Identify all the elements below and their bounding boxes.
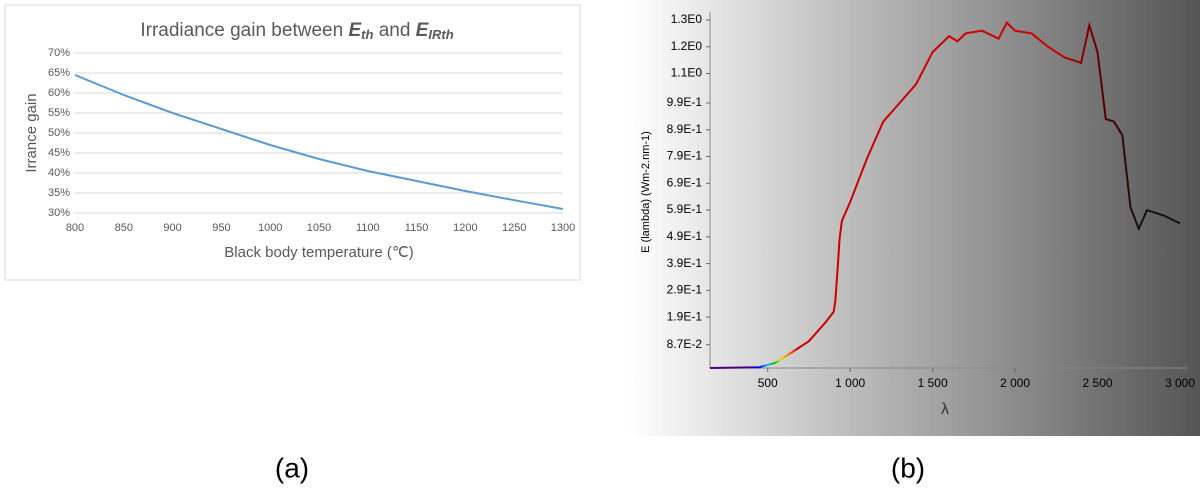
y-tick-label: 1.2E0: [671, 39, 703, 53]
x-tick-label: 1050: [307, 222, 331, 234]
x-tick-label: 1100: [356, 222, 380, 234]
x-tick-label: 2 000: [1000, 376, 1030, 390]
y-tick-label: 40%: [48, 167, 70, 179]
title-text: Irradiance gain between: [140, 20, 343, 41]
y-tick-label: 45%: [48, 147, 70, 159]
caption: (a): [275, 452, 309, 483]
y-tick-label: 8.9E-1: [667, 122, 703, 136]
x-tick-label: 500: [758, 376, 778, 390]
title-symbol: E: [348, 20, 362, 41]
panel-a-frame: [4, 4, 581, 281]
title-subscript: th: [361, 27, 373, 42]
x-tick-label: 1 000: [835, 376, 865, 390]
y-tick-label: 55%: [48, 107, 70, 119]
panel-b-background: [628, 0, 1200, 436]
title-symbol: E: [416, 20, 430, 41]
x-tick-label: 1300: [551, 222, 575, 234]
y-tick-label: 70%: [48, 47, 70, 59]
x-tick-label: 1000: [258, 222, 282, 234]
x-axis-label: λ: [941, 401, 949, 418]
y-tick-label: 4.9E-1: [667, 229, 703, 243]
x-tick-label: 3 000: [1165, 376, 1195, 390]
x-tick-label: 1250: [502, 222, 526, 234]
x-tick-label: 1150: [405, 222, 429, 234]
y-axis-label: E (lambda) (Wm-2.nm-1): [640, 131, 652, 253]
title-text: and: [379, 20, 411, 41]
y-tick-label: 1.9E-1: [667, 309, 703, 323]
y-tick-label: 3.9E-1: [667, 256, 703, 270]
y-tick-label: 1.3E0: [671, 12, 703, 26]
y-tick-label: 8.7E-2: [667, 337, 703, 351]
x-tick-label: 950: [212, 222, 230, 234]
y-tick-label: 7.9E-1: [667, 149, 703, 163]
data-line: [709, 21, 1181, 369]
y-tick-label: 50%: [48, 127, 70, 139]
y-tick-label: 5.9E-1: [667, 202, 703, 216]
x-tick-label: 2 500: [1083, 376, 1113, 390]
y-tick-label: 6.9E-1: [667, 175, 703, 189]
chart-title: Irradiance gain between Eth and EIRth: [140, 20, 453, 42]
x-tick-label: 1 500: [918, 376, 948, 390]
y-tick-label: 65%: [48, 67, 70, 79]
x-axis-label: Black body temperature (℃): [224, 244, 413, 261]
y-tick-label: 60%: [48, 87, 70, 99]
data-line: [74, 74, 564, 210]
y-tick-label: 1.1E0: [671, 66, 703, 80]
y-tick-label: 9.9E-1: [667, 95, 703, 109]
x-tick-label: 850: [115, 222, 133, 234]
title-subscript: IRth: [428, 27, 453, 42]
x-tick-label: 1200: [453, 222, 477, 234]
y-tick-label: 35%: [48, 187, 70, 199]
x-tick-label: 800: [66, 222, 84, 234]
caption: (b): [891, 452, 925, 483]
y-axis-label: Irrance gain: [23, 93, 40, 172]
y-tick-label: 30%: [48, 207, 70, 219]
y-tick-label: 2.9E-1: [667, 283, 703, 297]
x-tick-label: 900: [163, 222, 181, 234]
